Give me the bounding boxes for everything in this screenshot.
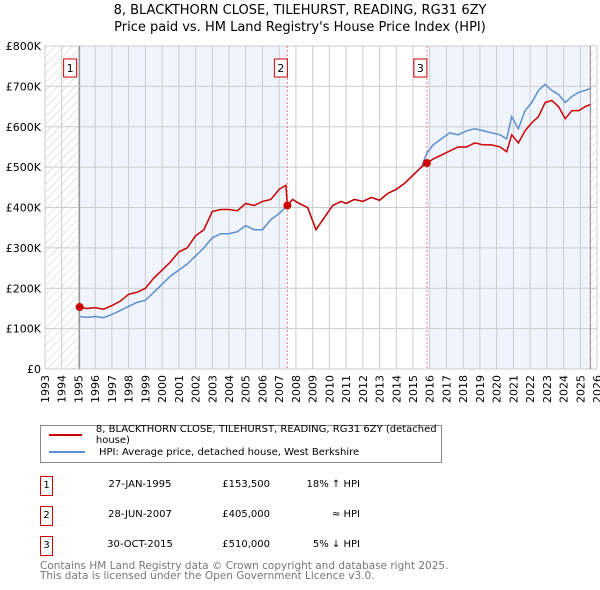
footer: Contains HM Land Registry data © Crown c…	[40, 560, 449, 582]
y-tick-label: £100K	[6, 323, 42, 336]
sale-point	[422, 159, 431, 168]
y-tick-label: £300K	[6, 242, 42, 255]
chart-subtitle: Price paid vs. HM Land Registry's House …	[114, 20, 486, 35]
sale-date: 30-OCT-2015	[107, 539, 173, 550]
x-tick-label: 2020	[491, 375, 504, 403]
sale-marker-label: 1	[67, 62, 74, 75]
x-tick-label: 2013	[374, 375, 387, 403]
legend: 8, BLACKTHORN CLOSE, TILEHURST, READING,…	[40, 424, 442, 463]
sale-marker: 2	[40, 506, 53, 526]
sale-price: £510,000	[222, 539, 270, 550]
x-tick-label: 2005	[240, 375, 253, 403]
plot-border	[44, 45, 598, 370]
x-tick-label: 1998	[123, 375, 136, 403]
x-tick-label: 2009	[307, 375, 320, 403]
y-tick-label: £200K	[6, 282, 42, 295]
sale-point	[75, 303, 84, 312]
x-tick-label: 1995	[72, 375, 85, 403]
x-tick-label: 2021	[507, 375, 520, 403]
x-tick-label: 2023	[541, 375, 554, 403]
sale-hpi: 5% ↓ HPI	[312, 539, 360, 550]
x-tick-label: 2018	[457, 375, 470, 403]
legend-red-line	[49, 434, 82, 436]
sale-date: 27-JAN-1995	[108, 479, 172, 490]
legend-blue-line	[49, 451, 85, 453]
sale-marker-label: 3	[417, 62, 424, 75]
x-tick-label: 2012	[357, 375, 370, 403]
y-tick-label: £700K	[6, 80, 42, 93]
y-tick-label: £500K	[6, 161, 42, 174]
x-tick-label: 2002	[190, 375, 203, 403]
footer-line-2: This data is licensed under the Open Gov…	[40, 570, 375, 582]
sale-hpi: ≈ HPI	[331, 509, 360, 520]
x-tick-label: 2010	[323, 375, 336, 403]
sale-point	[283, 201, 292, 210]
x-tick-label: 2014	[390, 375, 403, 403]
x-tick-label: 2019	[474, 375, 487, 403]
x-tick-label: 2026	[591, 375, 600, 403]
x-tick-label: 2006	[256, 375, 269, 403]
x-tick-label: 2016	[424, 375, 437, 403]
price-chart: 1993 1994 1995 1996 1997 1998 1999 2000 2001 2002…	[6, 40, 600, 403]
y-tick-label: £400K	[6, 202, 42, 215]
x-tick-label: 1999	[139, 375, 152, 403]
x-tick-label: 2022	[524, 375, 537, 403]
sale-marker-box	[273, 58, 288, 78]
footer-line-1: Contains HM Land Registry data © Crown c…	[40, 560, 449, 572]
x-tick-label: 1994	[56, 375, 69, 403]
x-tick-label: 2008	[290, 375, 303, 403]
sale-marker-box	[63, 58, 78, 78]
y-tick-label: £600K	[6, 121, 42, 134]
property-price-line	[79, 99, 591, 311]
x-tick-label: 2003	[206, 375, 219, 403]
x-tick-label: 2017	[440, 375, 453, 403]
legend-hpi: HPI: Average price, detached house, West…	[99, 446, 360, 458]
chart-title: 8, BLACKTHORN CLOSE, TILEHURST, READING,…	[113, 3, 487, 18]
legend-property: 8, BLACKTHORN CLOSE, TILEHURST, READING,…	[95, 424, 437, 446]
x-tick-label: 2024	[558, 375, 571, 403]
x-tick-label: 2015	[407, 375, 420, 403]
sale-marker-box	[413, 58, 428, 78]
x-tick-label: 2025	[574, 375, 587, 403]
x-tick-label: 2011	[340, 375, 353, 403]
x-tick-label: 1996	[89, 375, 102, 403]
x-tick-label: 2007	[273, 375, 286, 403]
sale-date: 28-JUN-2007	[108, 509, 172, 520]
sale-marker: 1	[40, 476, 53, 496]
x-tick-label: 1993	[39, 375, 52, 403]
y-tick-label: £800K	[6, 40, 42, 53]
sale-price: £405,000	[222, 509, 270, 520]
x-tick-label: 2001	[173, 375, 186, 403]
x-tick-label: 2004	[223, 375, 236, 403]
x-tick-label: 1997	[106, 375, 119, 403]
sale-marker-label: 2	[277, 62, 284, 75]
sale-marker: 3	[40, 536, 53, 556]
y-tick-label: £0	[27, 363, 41, 376]
sale-price: £153,500	[222, 479, 270, 490]
x-tick-label: 2000	[156, 375, 169, 403]
sale-hpi: 18% ↑ HPI	[306, 479, 360, 490]
